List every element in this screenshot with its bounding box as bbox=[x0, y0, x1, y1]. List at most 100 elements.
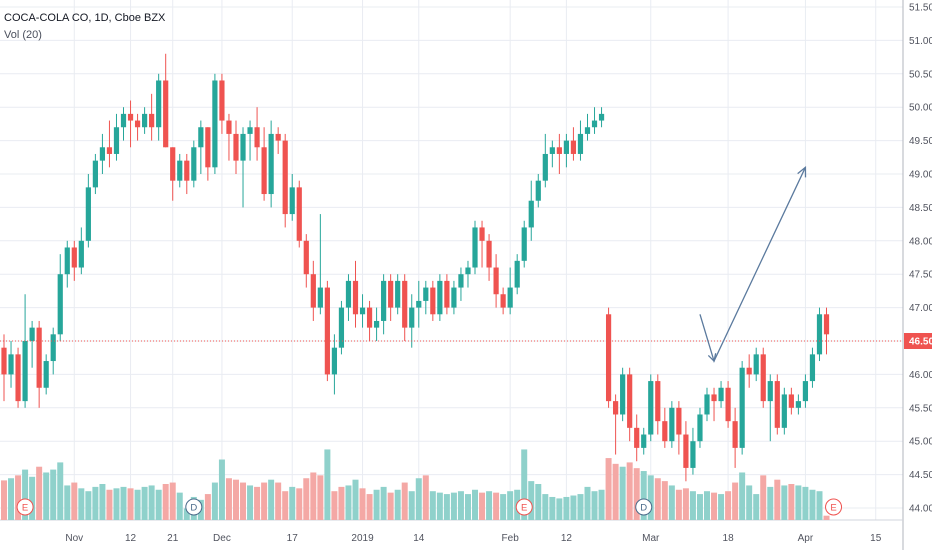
candle-body[interactable] bbox=[570, 140, 577, 154]
candle-body[interactable] bbox=[416, 300, 422, 308]
candle-body[interactable] bbox=[78, 240, 84, 268]
earnings-event-marker[interactable] bbox=[515, 498, 533, 516]
candle-body[interactable] bbox=[36, 327, 42, 388]
candle-body[interactable] bbox=[774, 381, 780, 428]
candle-body[interactable] bbox=[352, 280, 359, 315]
candle-body[interactable] bbox=[15, 354, 21, 402]
candle-body[interactable] bbox=[795, 401, 801, 408]
candle-body[interactable] bbox=[697, 414, 703, 442]
candle-body[interactable] bbox=[500, 294, 506, 308]
candle-body[interactable] bbox=[823, 314, 830, 335]
candle-body[interactable] bbox=[620, 374, 626, 415]
candle-body[interactable] bbox=[92, 160, 98, 188]
candle-body[interactable] bbox=[788, 394, 794, 408]
candle-body[interactable] bbox=[373, 320, 380, 328]
candle-body[interactable] bbox=[127, 113, 134, 121]
candle-body[interactable] bbox=[451, 287, 457, 308]
candle-body[interactable] bbox=[261, 147, 267, 195]
candle-body[interactable] bbox=[542, 153, 548, 181]
candle-body[interactable] bbox=[268, 133, 274, 195]
candle-body[interactable] bbox=[184, 160, 190, 181]
candle-body[interactable] bbox=[753, 354, 759, 375]
candle-body[interactable] bbox=[282, 140, 288, 215]
candle-body[interactable] bbox=[71, 247, 77, 268]
candle-body[interactable] bbox=[338, 307, 345, 348]
candle-body[interactable] bbox=[233, 133, 239, 161]
candle-body[interactable] bbox=[310, 274, 316, 308]
candle-body[interactable] bbox=[317, 287, 323, 308]
candle-body[interactable] bbox=[395, 280, 401, 308]
candle-body[interactable] bbox=[331, 347, 338, 375]
candle-body[interactable] bbox=[816, 314, 823, 355]
candle-body[interactable] bbox=[8, 354, 14, 375]
candle-body[interactable] bbox=[205, 127, 211, 168]
candle-body[interactable] bbox=[296, 187, 302, 241]
candle-body[interactable] bbox=[514, 260, 520, 288]
candle-body[interactable] bbox=[43, 361, 49, 388]
candle-body[interactable] bbox=[725, 387, 731, 422]
candle-body[interactable] bbox=[212, 80, 218, 168]
candle-body[interactable] bbox=[683, 434, 689, 468]
candle-body[interactable] bbox=[627, 374, 633, 428]
candle-body[interactable] bbox=[781, 394, 787, 428]
candle-body[interactable] bbox=[458, 274, 464, 288]
candle-body[interactable] bbox=[149, 113, 155, 128]
candle-body[interactable] bbox=[641, 434, 647, 448]
candle-body[interactable] bbox=[85, 187, 91, 241]
candle-body[interactable] bbox=[528, 200, 534, 228]
candle-body[interactable] bbox=[655, 381, 661, 422]
candle-body[interactable] bbox=[507, 287, 513, 308]
candle-body[interactable] bbox=[170, 147, 176, 181]
candle-body[interactable] bbox=[381, 280, 387, 321]
candle-body[interactable] bbox=[134, 120, 141, 128]
candle-body[interactable] bbox=[521, 227, 527, 261]
candle-body[interactable] bbox=[739, 367, 745, 448]
candle-body[interactable] bbox=[423, 287, 429, 301]
candle-body[interactable] bbox=[120, 113, 127, 128]
candle-body[interactable] bbox=[556, 147, 562, 154]
candle-body[interactable] bbox=[598, 113, 605, 121]
candle-body[interactable] bbox=[163, 80, 169, 148]
candle-body[interactable] bbox=[240, 133, 246, 161]
candle-body[interactable] bbox=[760, 354, 766, 402]
candle-body[interactable] bbox=[563, 140, 569, 154]
candle-body[interactable] bbox=[29, 327, 35, 341]
candle-body[interactable] bbox=[388, 280, 394, 308]
candle-body[interactable] bbox=[767, 381, 773, 402]
candle-body[interactable] bbox=[64, 247, 70, 275]
dividend-event-marker[interactable] bbox=[185, 498, 203, 516]
candle-body[interactable] bbox=[634, 427, 640, 448]
candle-body[interactable] bbox=[177, 160, 183, 181]
candle-body[interactable] bbox=[289, 187, 295, 215]
candle-body[interactable] bbox=[605, 314, 612, 402]
candle-body[interactable] bbox=[402, 280, 408, 328]
candle-body[interactable] bbox=[690, 441, 696, 468]
candle-body[interactable] bbox=[493, 267, 499, 295]
candle-body[interactable] bbox=[809, 354, 816, 382]
candle-body[interactable] bbox=[409, 307, 415, 328]
candle-body[interactable] bbox=[732, 421, 738, 448]
candle-body[interactable] bbox=[577, 133, 584, 154]
candle-body[interactable] bbox=[584, 127, 591, 134]
candle-body[interactable] bbox=[219, 80, 225, 121]
projection-arrow-line[interactable] bbox=[699, 167, 807, 363]
candle-body[interactable] bbox=[142, 113, 148, 128]
earnings-event-marker[interactable] bbox=[825, 498, 843, 516]
candle-body[interactable] bbox=[486, 240, 492, 268]
candle-body[interactable] bbox=[430, 287, 436, 315]
candle-body[interactable] bbox=[613, 401, 619, 415]
earnings-event-marker[interactable] bbox=[16, 498, 34, 516]
candle-body[interactable] bbox=[718, 387, 724, 402]
candle-body[interactable] bbox=[324, 287, 330, 375]
candle-body[interactable] bbox=[479, 227, 485, 241]
candle-body[interactable] bbox=[22, 341, 28, 402]
candle-body[interactable] bbox=[247, 127, 253, 134]
candle-body[interactable] bbox=[113, 127, 120, 154]
candle-body[interactable] bbox=[669, 407, 675, 442]
candle-body[interactable] bbox=[662, 421, 668, 442]
candle-body[interactable] bbox=[226, 120, 232, 134]
candle-body[interactable] bbox=[465, 267, 471, 275]
candle-body[interactable] bbox=[648, 381, 654, 435]
